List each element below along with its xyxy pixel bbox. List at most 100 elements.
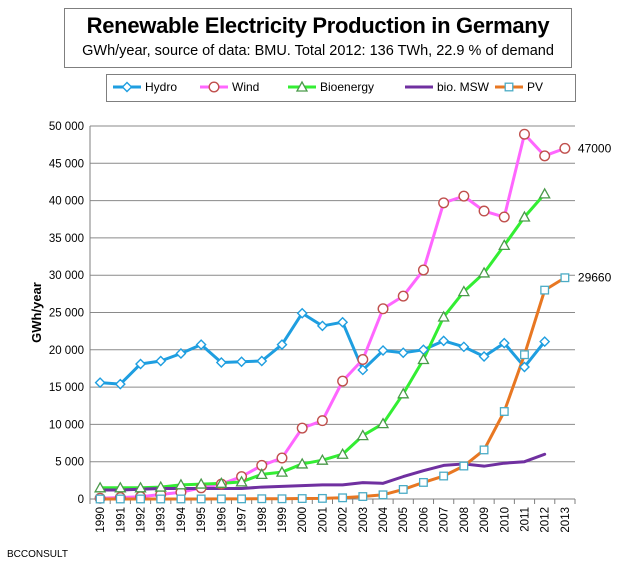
data-point — [378, 490, 388, 500]
data-point — [377, 303, 389, 315]
x-tick-label: 1999 — [277, 507, 289, 533]
markers-pv — [95, 273, 570, 504]
data-point — [196, 494, 206, 504]
y-tick-label: 5 000 — [55, 457, 84, 469]
x-tick-label: 2009 — [479, 507, 491, 533]
data-label: 29660 — [578, 271, 612, 285]
x-tick-label: 2010 — [499, 507, 511, 533]
data-point — [478, 205, 490, 217]
data-point — [458, 190, 470, 202]
y-tick-label: 20 000 — [49, 345, 84, 357]
series-layer — [93, 128, 571, 504]
data-point — [296, 457, 309, 469]
data-point — [235, 475, 248, 487]
data-point — [357, 364, 369, 376]
grid-layer — [90, 125, 575, 463]
x-tick-label: 2013 — [560, 507, 572, 533]
data-point — [539, 336, 551, 348]
y-axis-label: GWh/year — [29, 282, 44, 343]
data-point — [156, 494, 166, 504]
data-point — [94, 377, 106, 389]
data-point — [93, 481, 107, 493]
data-point — [174, 478, 188, 490]
data-point — [438, 197, 450, 209]
x-tick-label: 2000 — [297, 507, 309, 533]
x-tick-label: 2008 — [459, 507, 471, 533]
data-point — [136, 494, 145, 504]
data-point — [437, 310, 450, 322]
data-point — [255, 468, 268, 480]
x-tick-label: 2002 — [338, 507, 350, 533]
data-point — [256, 355, 268, 367]
data-point — [296, 422, 308, 434]
data-point — [538, 187, 551, 199]
data-point — [518, 210, 531, 222]
data-point — [276, 452, 288, 464]
data-point — [356, 429, 369, 441]
data-point — [316, 415, 328, 427]
data-point — [540, 285, 550, 295]
data-point — [518, 128, 530, 140]
data-point — [418, 477, 428, 487]
data-point — [397, 290, 409, 302]
markers-wind — [94, 128, 571, 504]
data-point — [135, 358, 147, 370]
data-point — [114, 378, 126, 390]
data-point — [275, 465, 289, 477]
data-point — [457, 285, 470, 297]
data-point — [316, 320, 328, 332]
data-point — [297, 494, 307, 504]
data-point — [115, 494, 125, 504]
x-tick-label: 1993 — [156, 507, 168, 533]
data-point — [357, 353, 369, 365]
data-point — [539, 150, 551, 162]
data-point — [520, 350, 529, 360]
x-tick-label: 2005 — [398, 507, 410, 533]
data-point — [114, 481, 127, 493]
x-tick-label: 2001 — [317, 507, 329, 533]
y-tick-label: 10 000 — [49, 419, 84, 431]
data-point — [377, 345, 389, 357]
data-point — [237, 494, 247, 504]
chart-subtitle: GWh/year, source of data: BMU. Total 201… — [82, 43, 554, 59]
data-point — [458, 341, 470, 353]
data-point — [134, 481, 147, 493]
x-tick-label: 1992 — [136, 507, 148, 533]
data-point — [518, 361, 530, 373]
data-point — [276, 339, 288, 351]
data-point — [175, 348, 187, 360]
x-tick-label: 2012 — [540, 507, 552, 533]
data-point — [236, 356, 248, 368]
data-point — [195, 339, 207, 351]
x-tick-label: 1998 — [257, 507, 269, 533]
data-point — [478, 351, 490, 363]
data-point — [439, 471, 449, 481]
data-point — [417, 264, 429, 276]
data-point — [499, 407, 509, 416]
x-tick-label: 2004 — [378, 506, 390, 532]
footer-credit: BCCONSULT — [7, 549, 68, 560]
data-point — [215, 356, 227, 368]
data-label: 47000 — [578, 141, 612, 155]
data-point — [438, 335, 450, 347]
data-point — [397, 387, 410, 399]
data-point — [398, 485, 408, 494]
data-point — [477, 266, 491, 278]
x-tick-label: 1996 — [216, 507, 228, 533]
data-point — [257, 494, 267, 504]
series-line — [98, 132, 567, 500]
data-point — [337, 375, 349, 387]
x-tick-label: 1991 — [115, 507, 127, 533]
data-point — [559, 142, 571, 154]
y-tick-label: 30 000 — [49, 270, 84, 282]
y-tick-label: 0 — [78, 494, 84, 506]
x-tick-label: 2003 — [358, 507, 370, 533]
data-point — [176, 494, 186, 504]
data-point — [216, 494, 226, 504]
data-point — [560, 273, 570, 283]
data-point — [215, 476, 228, 488]
x-tick-label: 1995 — [196, 507, 208, 533]
y-tick-label: 45 000 — [49, 158, 84, 170]
